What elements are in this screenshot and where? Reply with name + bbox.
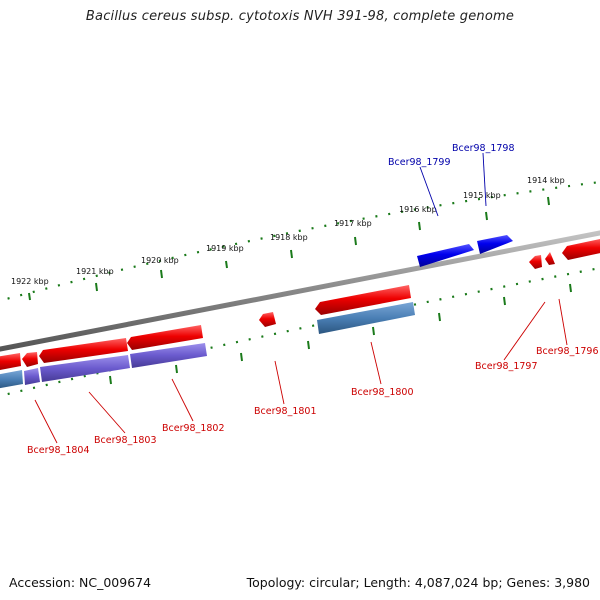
genome-backbone: [0, 230, 600, 352]
cds-purple-1802[interactable]: [130, 343, 207, 368]
inner-major-ticks: [109, 283, 572, 385]
gene-bcer98-1796-small[interactable]: [545, 252, 555, 265]
outer-major-ticks: [28, 196, 550, 301]
accession-text: Accession: NC_009674: [9, 575, 152, 590]
cds-track: [0, 302, 415, 389]
gene-label-bcer98-1798[interactable]: Bcer98_1798: [452, 143, 515, 154]
gene-label-bcer98-1802[interactable]: Bcer98_1802: [162, 423, 225, 434]
kbp-label: 1919 kbp: [206, 244, 244, 253]
gene-bcer98-1801[interactable]: [259, 312, 276, 327]
gene-label-bcer98-1800[interactable]: Bcer98_1800: [351, 387, 414, 398]
gene-bcer98-1802[interactable]: [127, 325, 203, 350]
kbp-tick-labels: 1922 kbp 1921 kbp 1920 kbp 1919 kbp 1918…: [11, 176, 565, 286]
genome-summary-text: Topology: circular; Length: 4,087,024 bp…: [246, 575, 590, 590]
reverse-strand-genes: [417, 235, 513, 267]
gene-bcer98-1804[interactable]: [22, 352, 38, 367]
cds-purple-1803[interactable]: [40, 355, 130, 382]
gene-bcer98-1798[interactable]: [477, 235, 513, 254]
kbp-label: 1920 kbp: [141, 256, 179, 265]
figure-title: Bacillus cereus subsp. cytotoxis NVH 391…: [85, 9, 515, 24]
gene-bcer98-1803[interactable]: [39, 338, 128, 363]
gene-label-bcer98-1796[interactable]: Bcer98_1796: [536, 346, 599, 357]
gene-label-bcer98-1801[interactable]: Bcer98_1801: [254, 406, 317, 417]
cds-steelblue-left[interactable]: [0, 370, 23, 389]
kbp-label: 1915 kbp: [463, 191, 501, 200]
red-gene-track: [0, 238, 600, 371]
kbp-label: 1921 kbp: [76, 267, 114, 276]
leader-lines: [34, 152, 568, 444]
gene-bcer98-1796[interactable]: [562, 238, 600, 260]
gene-labels: Bcer98_1804 Bcer98_1803 Bcer98_1802 Bcer…: [27, 143, 599, 456]
kbp-label: 1918 kbp: [270, 233, 308, 242]
gene-bcer98-1800[interactable]: [315, 285, 411, 315]
gene-bcer98-1799[interactable]: [417, 244, 474, 267]
cds-steelblue-1800[interactable]: [317, 302, 415, 334]
kbp-label: 1922 kbp: [11, 277, 49, 286]
gene-bcer98-1804-left[interactable]: [0, 353, 21, 371]
kbp-label: 1916 kbp: [399, 205, 437, 214]
gene-label-bcer98-1804[interactable]: Bcer98_1804: [27, 445, 90, 456]
kbp-label: 1914 kbp: [527, 176, 565, 185]
cds-purple-1804[interactable]: [24, 368, 40, 385]
gene-bcer98-1797[interactable]: [529, 255, 542, 269]
gene-label-bcer98-1797[interactable]: Bcer98_1797: [475, 361, 538, 372]
kbp-label: 1917 kbp: [334, 219, 372, 228]
gene-label-bcer98-1799[interactable]: Bcer98_1799: [388, 157, 451, 168]
gene-label-bcer98-1803[interactable]: Bcer98_1803: [94, 435, 157, 446]
